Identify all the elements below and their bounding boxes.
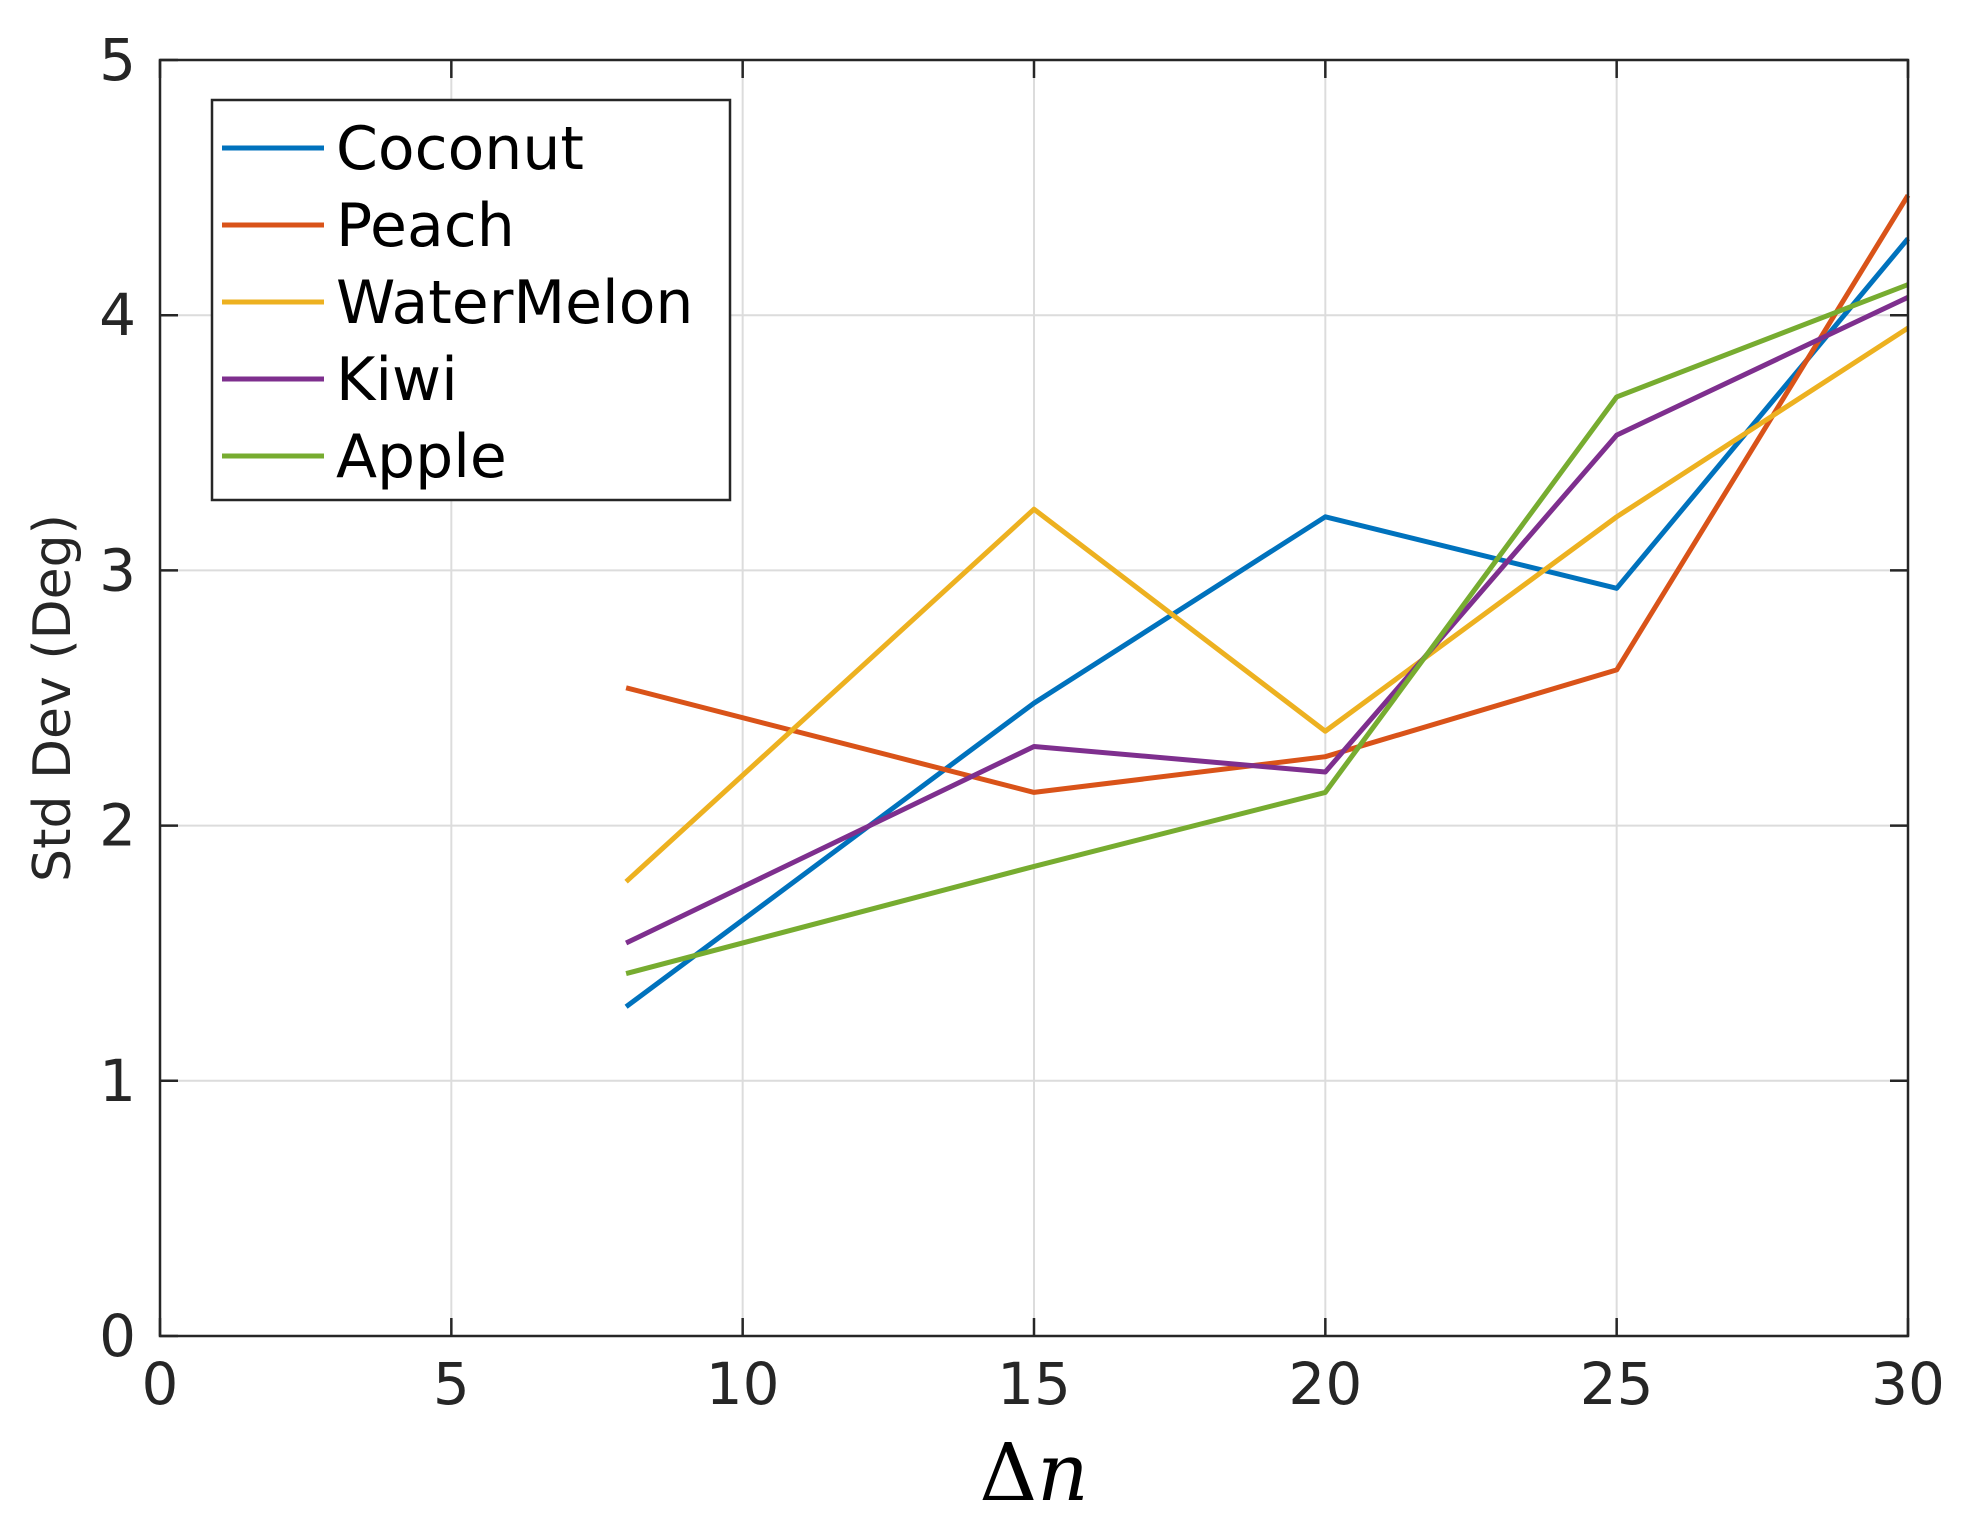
y-tick-label: 2 — [99, 792, 136, 860]
y-tick-label: 0 — [99, 1302, 136, 1370]
grid-lines — [160, 60, 1908, 1336]
x-axis-label-variable: n — [1037, 1426, 1089, 1519]
x-tick-label: 15 — [997, 1350, 1071, 1418]
legend-label: Peach — [336, 191, 515, 261]
legend-label: WaterMelon — [336, 268, 693, 338]
x-tick-label: 10 — [706, 1350, 780, 1418]
legend-label: Apple — [336, 422, 507, 492]
y-tick-label: 3 — [99, 536, 136, 604]
series-line-coconut — [624, 236, 1910, 1009]
x-tick-label: 30 — [1871, 1350, 1945, 1418]
series-line-watermelon — [624, 325, 1910, 884]
y-tick-label: 1 — [99, 1047, 136, 1115]
y-tick-label: 5 — [99, 26, 136, 94]
x-tick-label: 25 — [1580, 1350, 1654, 1418]
axis-tick-labels: 0 5 10 15 20 25 30 0 1 2 3 4 5 — [99, 26, 1945, 1418]
x-tick-label: 20 — [1288, 1350, 1362, 1418]
axis-ticks — [158, 58, 1910, 1338]
series-line-apple — [625, 282, 1909, 977]
x-axis-label: Δn — [979, 1426, 1088, 1519]
y-tick-label: 4 — [99, 281, 136, 349]
x-axis-label-delta: Δ — [979, 1426, 1037, 1519]
series-line-kiwi — [625, 295, 1910, 946]
y-axis-label: Std Dev (Deg) — [23, 514, 83, 882]
x-tick-label: 0 — [142, 1350, 179, 1418]
x-tick-label: 5 — [433, 1350, 470, 1418]
legend-label: Kiwi — [336, 345, 458, 415]
legend-label: Coconut — [336, 114, 584, 184]
series-line-peach — [625, 193, 1911, 795]
series-lines — [624, 193, 1911, 1009]
